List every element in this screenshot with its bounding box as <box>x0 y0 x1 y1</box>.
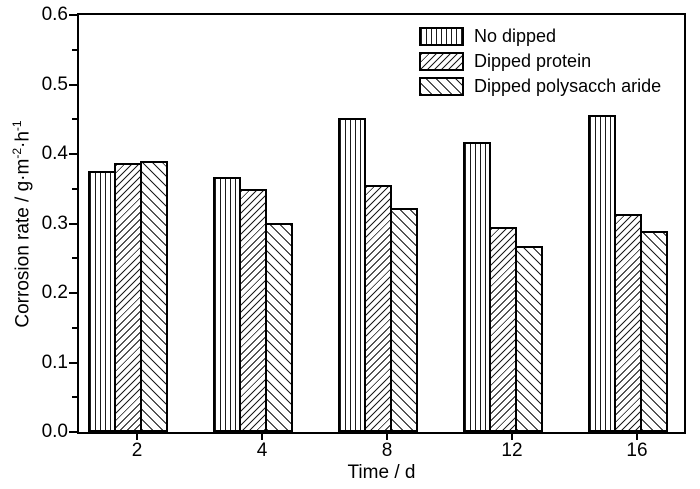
legend-item-dipped-protein: Dipped protein <box>419 49 661 74</box>
y-minor-tick <box>72 187 77 190</box>
x-tick-4 <box>261 434 263 440</box>
y-minor-tick <box>72 257 77 260</box>
y-minor-tick <box>72 396 77 399</box>
y-axis-title-sup-1: -1 <box>10 120 24 132</box>
bar-group-4 <box>213 15 293 432</box>
bar-group-16 <box>588 15 668 432</box>
x-tick-label-16: 16 <box>626 440 648 461</box>
x-tick-12 <box>511 434 513 440</box>
bar-dipped-protein-day-2 <box>114 163 142 432</box>
y-tick-label-0.2: 0.2 <box>41 282 68 303</box>
x-tick-2 <box>136 434 138 440</box>
y-tick-0.0 <box>69 431 77 433</box>
bar-group-8 <box>338 15 418 432</box>
bar-dipped-polysacch-aride-day-16 <box>640 231 668 432</box>
bar-dipped-polysacch-aride-day-4 <box>265 223 293 432</box>
y-tick-label-0.5: 0.5 <box>41 73 68 95</box>
bar-no-dipped-day-16 <box>588 115 616 432</box>
x-tick-label-12: 12 <box>501 440 523 461</box>
y-tick-0.3 <box>69 222 77 225</box>
y-tick-label-0.3: 0.3 <box>41 212 68 234</box>
legend-swatch-vertical-icon <box>419 27 464 46</box>
y-minor-tick <box>72 118 77 121</box>
bar-dipped-protein-day-16 <box>614 214 642 432</box>
legend-item-dipped-polysacch-aride: Dipped polysacch aride <box>419 74 661 99</box>
y-tick-label-0.1: 0.1 <box>41 351 68 373</box>
legend-label-dipped-polysacch-aride: Dipped polysacch aride <box>474 76 662 96</box>
legend-swatch-forward-diagonal-icon <box>419 52 464 71</box>
bar-no-dipped-day-8 <box>338 118 366 432</box>
x-tick-label-8: 8 <box>381 440 393 461</box>
bar-no-dipped-day-4 <box>213 177 241 432</box>
plot-area <box>77 13 686 434</box>
bar-dipped-protein-day-12 <box>489 227 517 432</box>
bar-group-2 <box>88 15 168 432</box>
legend: No dipped Dipped protein Dipped polysacch … <box>419 24 661 99</box>
x-tick-16 <box>636 434 638 440</box>
bar-dipped-protein-day-8 <box>364 185 392 432</box>
legend-label-no-dipped: No dipped <box>474 26 557 46</box>
bar-dipped-polysacch-aride-day-8 <box>390 208 418 432</box>
bar-group-12 <box>463 15 543 432</box>
y-tick-0.6 <box>69 14 77 16</box>
bar-dipped-polysacch-aride-day-12 <box>515 246 543 432</box>
x-tick-label-2: 2 <box>131 440 143 461</box>
y-minor-tick <box>72 48 77 51</box>
x-axis-title: Time / d <box>347 462 416 483</box>
y-tick-label-0.6: 0.6 <box>41 4 68 25</box>
legend-item-no-dipped: No dipped <box>419 24 661 49</box>
y-minor-tick <box>72 326 77 329</box>
y-tick-0.1 <box>69 361 77 364</box>
y-tick-label-0.4: 0.4 <box>41 143 68 164</box>
bar-no-dipped-day-2 <box>88 171 116 432</box>
y-tick-0.2 <box>69 292 77 294</box>
x-tick-label-4: 4 <box>256 440 268 461</box>
y-tick-label-0.0: 0.0 <box>41 421 68 442</box>
y-tick-0.5 <box>69 83 77 86</box>
y-tick-0.4 <box>69 153 77 155</box>
legend-swatch-backward-diagonal-icon <box>419 77 464 96</box>
x-tick-8 <box>386 434 388 440</box>
bar-dipped-protein-day-4 <box>239 189 267 432</box>
legend-label-dipped-protein: Dipped protein <box>474 51 592 71</box>
bar-no-dipped-day-12 <box>463 142 491 432</box>
bar-dipped-polysacch-aride-day-2 <box>140 161 168 432</box>
